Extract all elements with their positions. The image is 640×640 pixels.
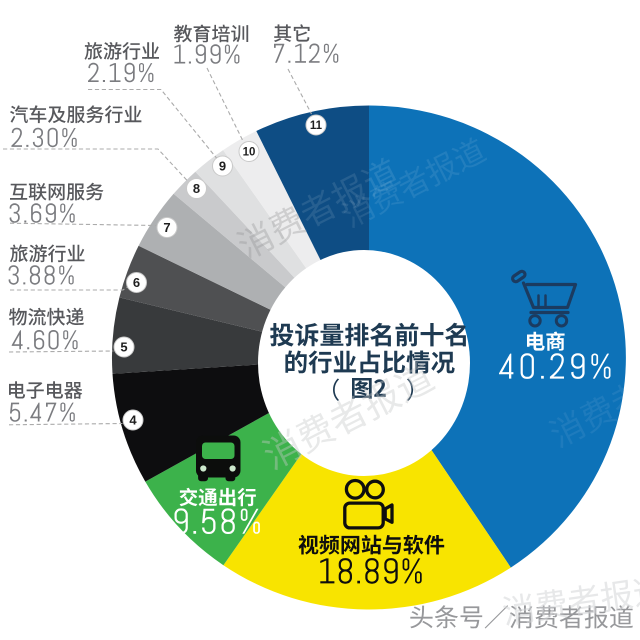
svg-text:10: 10 bbox=[243, 147, 256, 159]
svg-text:4: 4 bbox=[129, 413, 137, 428]
svg-text:8: 8 bbox=[193, 181, 200, 196]
svg-text:9: 9 bbox=[219, 159, 226, 174]
svg-text:5: 5 bbox=[120, 340, 127, 355]
svg-text:6: 6 bbox=[133, 275, 140, 290]
svg-text:11: 11 bbox=[310, 120, 323, 132]
svg-text:7: 7 bbox=[163, 220, 170, 235]
